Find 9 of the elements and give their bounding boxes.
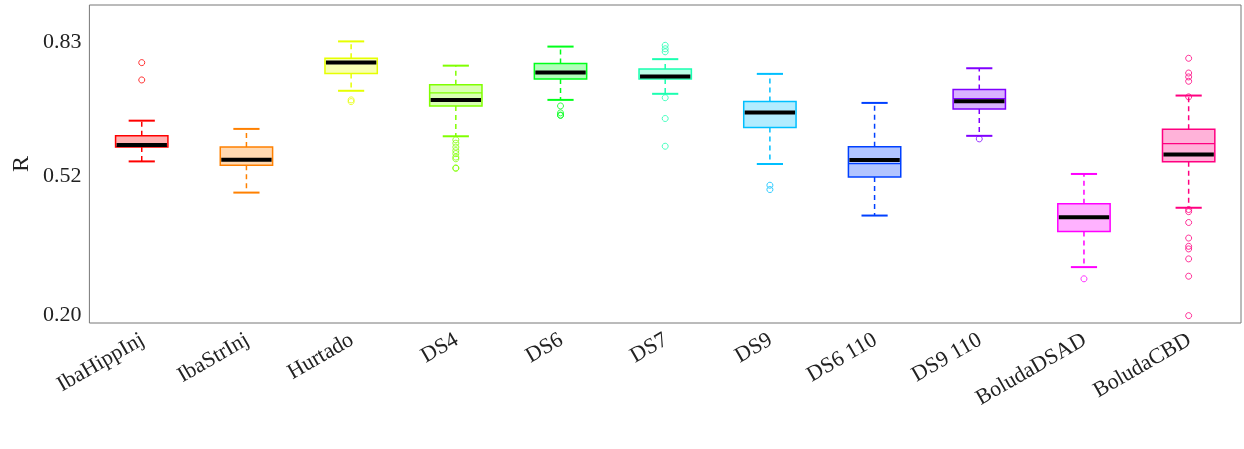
y-tick-label: 0.52 [42, 161, 82, 187]
x-tick-label: DS7 [625, 326, 672, 368]
x-tick-label: DS4 [415, 326, 463, 368]
x-tick-label: DS6 110 [801, 326, 881, 387]
y-tick-label: 0.20 [42, 300, 82, 326]
x-tick-label: DS6 [520, 326, 567, 368]
y-tick-label: 0.83 [42, 27, 82, 53]
x-tick-label: DS9 [729, 326, 777, 368]
y-axis-title: R [7, 155, 33, 173]
